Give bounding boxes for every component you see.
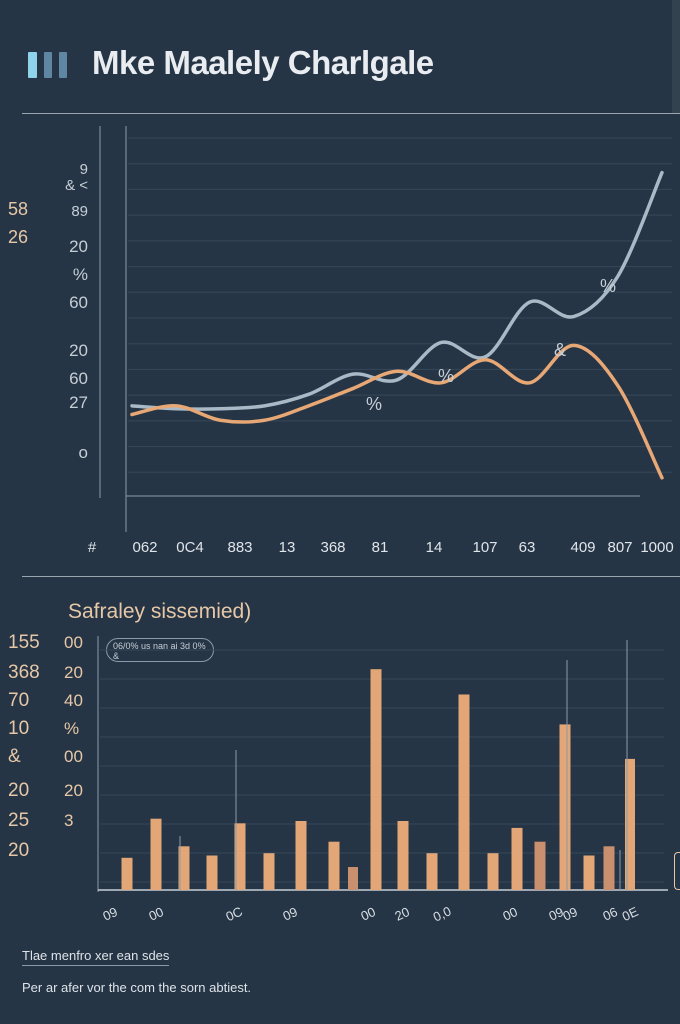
y-tick-label-left: & [8,746,21,767]
y-tick-label-right: % [64,719,79,738]
x-tick-label: 409 [570,539,595,556]
y-tick-label-inner: 20 [69,341,88,360]
bar [150,818,162,890]
window-edge [672,0,680,114]
y-tick-label-inner: & < [65,177,88,194]
x-tick-label: 20 [392,904,411,924]
x-tick-label: 0,0 [431,903,454,924]
y-tick-label-inner: 27 [69,393,88,412]
series-line-gray [130,170,664,411]
bar [625,758,635,890]
y-tick-label-right: 40 [64,691,83,710]
y-tick-label-left: 25 [8,810,29,831]
line-chart: 58 26 9& < 89 20% 60 20 60 27 o # 062 0C4 883 13 368 81 1… [8,126,674,556]
y-tick-label-outer: 58 [8,199,28,219]
x-tick-label: 107 [472,539,497,556]
header: Mke Maalely Charlgale [0,0,680,114]
y-tick-label-outer: 26 [8,227,28,247]
footnote-title: Tlae menfro xer ean sdes [22,948,170,966]
bar [487,853,499,890]
y-tick-label-right: 00 [64,633,83,652]
bar [426,853,438,890]
bar [263,853,275,890]
x-tick-label: 81 [372,539,389,556]
x-tick-label: 09 [560,904,579,924]
bar [178,846,190,890]
y-tick-label-inner: 60 [69,369,88,388]
bar-chart: 155 368 70 10 & 20 25 20 00 20 40% 00 20 3 09 00 0C 09 00… [8,632,668,925]
bar [559,724,571,890]
bar [234,823,246,890]
y-tick-label-inner: 60 [69,293,88,312]
section-divider [22,576,680,577]
x-tick-label: 13 [279,539,296,556]
y-tick-label-right: 00 [64,747,83,766]
y-tick-label-inner: 20 [69,237,88,256]
point-label: & [554,340,566,360]
x-tick-label: 0C [223,904,244,925]
bar [295,821,307,890]
x-tick-label: 807 [607,539,632,556]
x-tick-label: 1000 [640,539,673,556]
bar [397,821,409,890]
bar [583,855,595,890]
point-label: % [600,276,616,296]
point-label: % [438,366,454,386]
x-tick-label: 09 [546,904,565,924]
y-tick-label-inner: o [79,443,88,462]
y-tick-label-right: 20 [64,781,83,800]
resize-handle[interactable] [674,852,680,890]
series-line-orange [130,343,664,480]
x-tick-label: 883 [227,539,252,556]
y-tick-label-left: 155 [8,632,40,653]
bar [511,827,523,890]
y-tick-label-inner: 9 [80,161,88,178]
bar [348,867,358,890]
bar [370,669,382,890]
x-tick-label: 00 [500,904,519,924]
bar-chart-subtitle: Safraley sissemied) [68,600,252,623]
page-title: Mke Maalely Charlgale [92,44,434,81]
x-tick-label: 00 [358,904,377,924]
x-tick-label: 368 [320,539,345,556]
x-tick-label: 63 [519,539,536,556]
x-tick-label: 0C4 [176,539,204,556]
x-tick-label: 0E [620,904,641,924]
y-tick-label-right: 3 [64,811,73,830]
x-tick-label: 09 [100,904,119,924]
y-tick-label-left: 70 [8,690,29,711]
y-tick-label-right: 20 [64,663,83,682]
x-tick-label: # [88,539,97,556]
footnote-text: Per ar afer vor the com the sorn abtiest… [22,980,252,995]
bar [534,841,546,890]
y-tick-label-left: 10 [8,718,29,739]
x-tick-label: 09 [280,904,299,924]
point-label: % [366,394,382,414]
x-tick-label: 06 [600,904,619,924]
y-tick-label-inner: 89 [71,203,88,220]
bar [603,846,615,890]
y-tick-label-left: 20 [8,780,29,801]
y-tick-label-left: 20 [8,840,29,861]
bar [458,694,470,890]
y-tick-label-inner: % [73,265,88,284]
y-tick-label-left: 368 [8,662,40,683]
bar [328,841,340,890]
header-divider [22,113,680,114]
x-tick-label: 062 [132,539,157,556]
legend-text: 06/0% us nan ai 3d 0% & [113,641,206,661]
bar-chart-icon [28,52,74,78]
x-tick-label: 00 [146,904,165,924]
bar [121,857,133,890]
bar [206,855,218,890]
x-tick-label: 14 [426,539,443,556]
